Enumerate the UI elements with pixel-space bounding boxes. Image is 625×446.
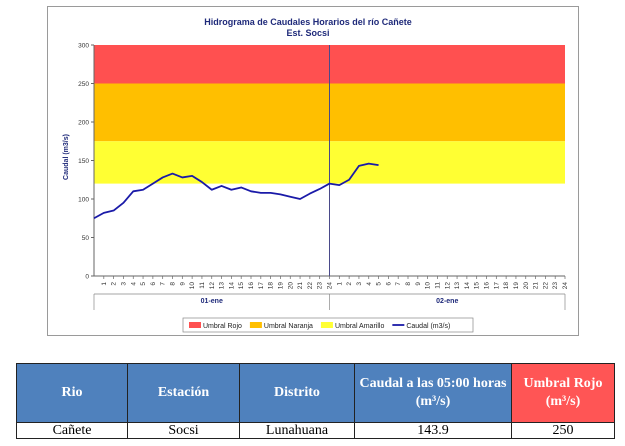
day-label: 01-ene: [201, 298, 223, 305]
header-umbral-rojo: Umbral Rojo (m³/s): [511, 363, 615, 423]
x-tick-label: 16: [484, 282, 491, 290]
x-tick-label: 22: [542, 282, 549, 290]
legend-swatch: [189, 322, 201, 328]
x-tick-label: 22: [307, 282, 314, 290]
y-tick-label: 100: [78, 197, 89, 204]
x-tick-label: 5: [376, 282, 383, 286]
legend-label: Umbral Naranja: [264, 323, 313, 330]
x-tick-label: 13: [454, 282, 461, 290]
x-tick-label: 1: [336, 282, 343, 286]
x-tick-label: 7: [160, 282, 167, 286]
chart-container: Hidrograma de Caudales Horarios del río …: [47, 6, 579, 336]
y-tick-label: 300: [78, 43, 89, 50]
x-tick-label: 16: [248, 282, 255, 290]
x-tick-label: 4: [366, 282, 373, 286]
header-distrito: Distrito: [239, 363, 355, 423]
x-tick-label: 19: [513, 282, 520, 290]
x-tick-label: 6: [385, 282, 392, 286]
x-tick-label: 18: [503, 282, 510, 290]
x-tick-label: 1: [101, 282, 108, 286]
y-axis-label: Caudal (m3/s): [63, 134, 70, 180]
x-tick-label: 3: [120, 282, 127, 286]
x-tick-label: 20: [523, 282, 530, 290]
x-tick-label: 14: [228, 282, 235, 290]
x-tick-label: 2: [346, 282, 353, 286]
x-tick-label: 8: [170, 282, 177, 286]
series-line-caudal: [93, 162, 379, 220]
x-tick-label: 24: [562, 282, 569, 290]
x-tick-label: 20: [287, 282, 294, 290]
header-rio: Rio: [16, 363, 128, 423]
cell-caudal: 143.9: [354, 422, 512, 439]
table-row: Cañete Socsi Lunahuana 143.9 250: [16, 422, 615, 439]
x-tick-label: 5: [140, 282, 147, 286]
x-tick-label: 7: [395, 282, 402, 286]
x-tick-label: 18: [268, 282, 275, 290]
cell-estacion: Socsi: [127, 422, 240, 439]
x-tick-label: 11: [434, 282, 441, 289]
x-tick-label: 12: [209, 282, 216, 290]
x-tick-label: 6: [150, 282, 157, 286]
x-tick-label: 24: [327, 282, 334, 290]
x-tick-label: 12: [444, 282, 451, 290]
legend-label: Umbral Rojo: [203, 323, 242, 330]
y-tick-label: 0: [85, 274, 89, 281]
chart-subtitle: Est. Socsi: [286, 28, 329, 38]
x-tick-label: 15: [474, 282, 481, 290]
x-tick-label: 14: [464, 282, 471, 290]
cell-distrito: Lunahuana: [239, 422, 355, 439]
y-tick-label: 50: [82, 235, 90, 242]
x-tick-label: 17: [493, 282, 500, 290]
x-tick-label: 9: [415, 282, 422, 286]
x-tick-label: 10: [425, 282, 432, 290]
cell-umbral-rojo: 250: [511, 422, 615, 439]
y-tick-label: 150: [78, 158, 89, 165]
cell-rio: Cañete: [16, 422, 128, 439]
x-tick-label: 10: [189, 282, 196, 290]
x-tick-label: 17: [258, 282, 265, 290]
legend-label: Caudal (m3/s): [406, 323, 450, 330]
header-estacion: Estación: [127, 363, 240, 423]
legend-swatch: [249, 322, 262, 328]
x-tick-label: 21: [533, 282, 540, 290]
x-tick-label: 4: [130, 282, 137, 286]
x-tick-label: 23: [317, 282, 324, 290]
hydrograph-chart: Hidrograma de Caudales Horarios del río …: [63, 17, 569, 333]
y-tick-label: 250: [78, 81, 89, 88]
x-tick-label: 21: [297, 282, 304, 290]
x-tick-label: 8: [405, 282, 412, 286]
x-tick-label: 13: [219, 282, 226, 290]
legend-label: Umbral Amarillo: [335, 323, 385, 330]
x-tick-label: 3: [356, 282, 363, 286]
x-tick-label: 2: [111, 282, 118, 286]
header-caudal: Caudal a las 05:00 horas (m³/s): [354, 363, 512, 423]
legend-swatch: [320, 322, 333, 328]
station-info-table: Rio Estación Distrito Caudal a las 05:00…: [16, 363, 615, 439]
x-tick-label: 15: [238, 282, 245, 290]
day-label: 02-ene: [436, 298, 458, 305]
x-tick-label: 9: [179, 282, 186, 286]
x-tick-label: 11: [199, 282, 206, 289]
chart-title: Hidrograma de Caudales Horarios del río …: [204, 17, 412, 27]
x-tick-label: 19: [277, 282, 284, 290]
chart-legend: Umbral Rojo Umbral Naranja Umbral Amarillo…: [182, 317, 474, 333]
x-tick-label: 23: [552, 282, 559, 290]
y-tick-label: 200: [78, 120, 89, 127]
